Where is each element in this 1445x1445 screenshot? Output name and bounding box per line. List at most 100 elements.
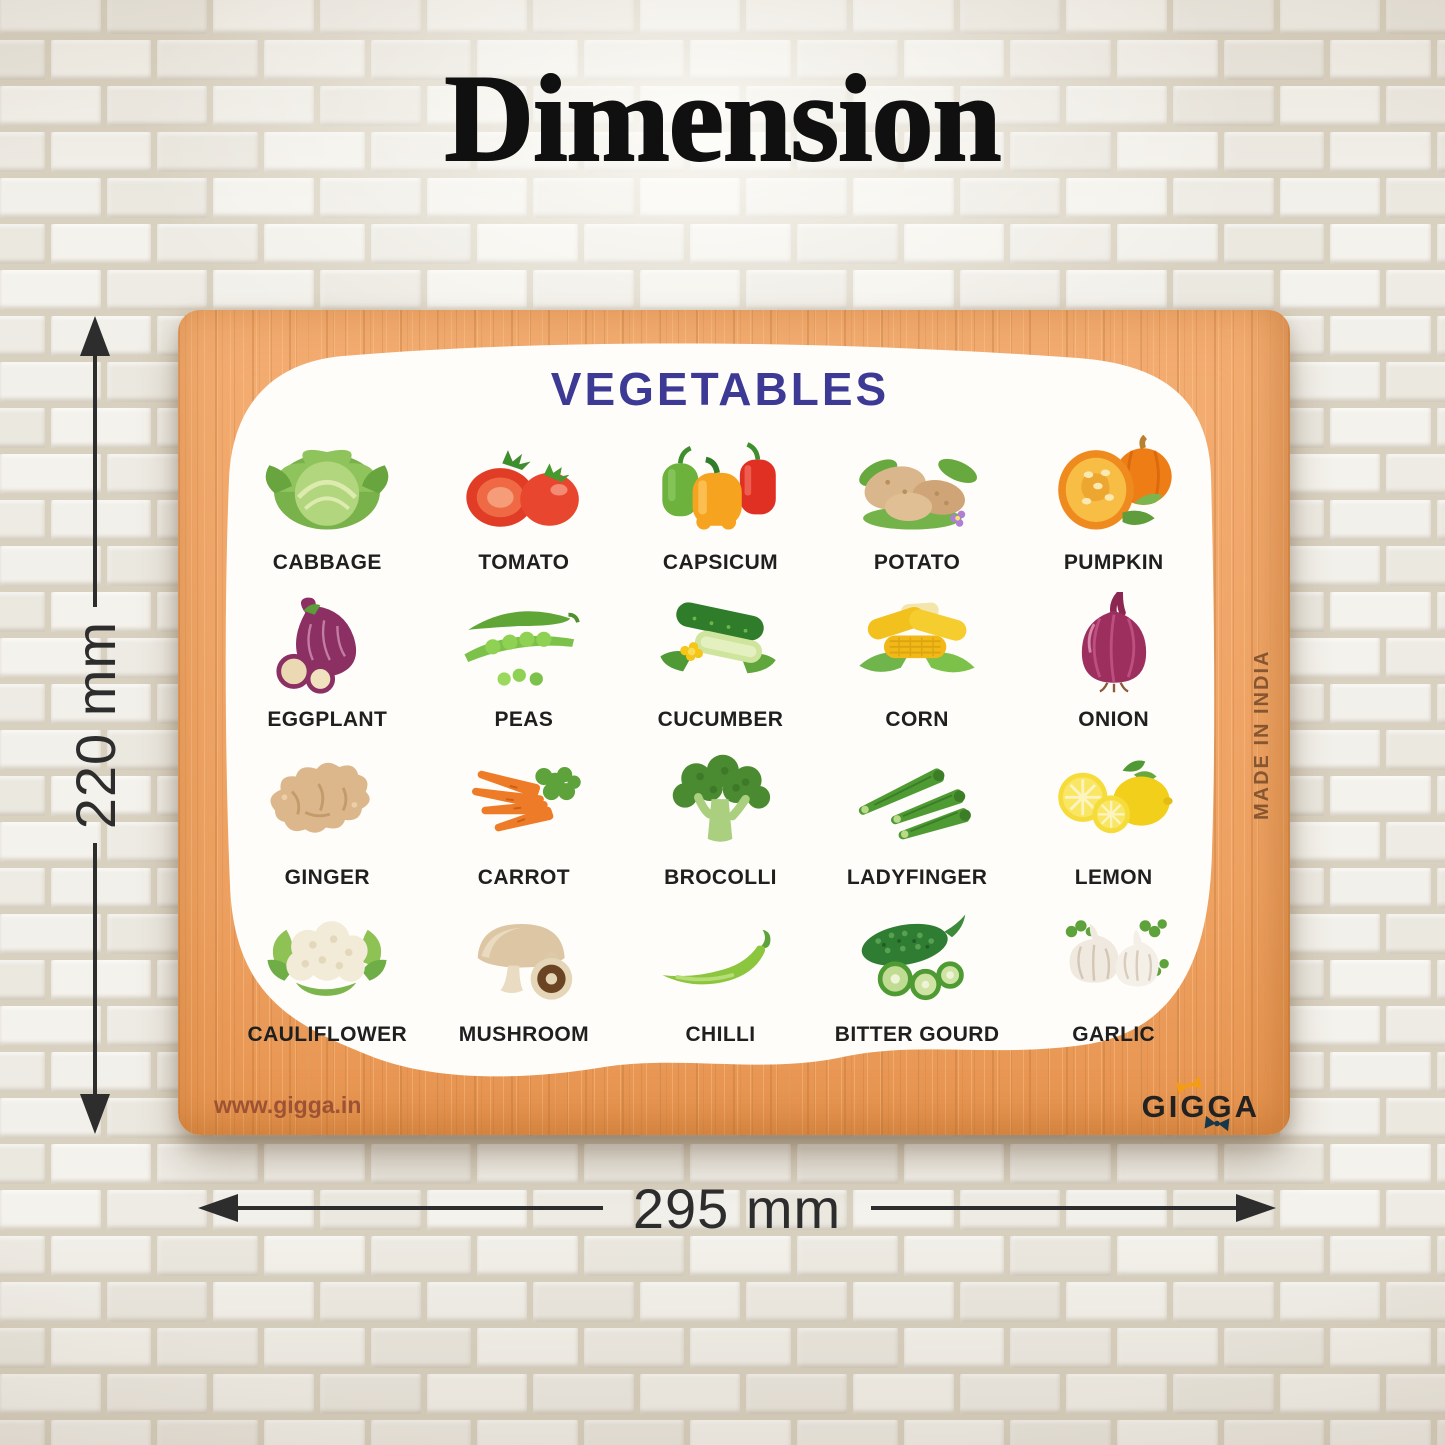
- brick: [1330, 776, 1431, 816]
- page-title: Dimension: [444, 49, 1003, 188]
- garlic-image: [1019, 898, 1208, 1022]
- brick: [106, 1282, 208, 1322]
- tomato-label: TOMATO: [478, 550, 570, 574]
- brick: [1330, 1236, 1431, 1276]
- veg-cell-corn: CORN: [823, 583, 1012, 741]
- brick: [370, 1328, 472, 1368]
- cabbage-image: [233, 425, 422, 549]
- brick-row: [0, 0, 1445, 34]
- brick: [0, 868, 45, 908]
- brick: [1279, 1006, 1381, 1046]
- dimension-line: [238, 1206, 603, 1210]
- poster-white-area: [225, 343, 1215, 1077]
- brick: [583, 1236, 685, 1276]
- brick-row: [0, 270, 1445, 310]
- brick: [263, 224, 365, 264]
- brick: [0, 684, 45, 724]
- mushroom-image: [430, 898, 619, 1022]
- onion-image: [1019, 583, 1208, 707]
- brick: [1436, 1052, 1445, 1092]
- ladyfinger-label: LADYFINGER: [846, 865, 988, 889]
- brick: [746, 0, 847, 34]
- brick: [903, 1328, 1005, 1368]
- brick: [1223, 224, 1325, 264]
- brick: [0, 316, 45, 356]
- veg-cell-mushroom: MUSHROOM: [430, 898, 619, 1056]
- potato-label: POTATO: [873, 550, 961, 574]
- brick: [106, 0, 208, 34]
- brick: [903, 224, 1005, 264]
- brick: [477, 1328, 578, 1368]
- brick: [1279, 0, 1381, 34]
- brocolli-label: BROCOLLI: [664, 865, 777, 889]
- brick: [1279, 730, 1381, 770]
- brick: [690, 1420, 791, 1445]
- dimension-line: [871, 1206, 1237, 1210]
- brick: [1116, 1236, 1218, 1276]
- cauliflower-label: CAULIFLOWER: [247, 1023, 408, 1046]
- brick: [157, 1420, 258, 1445]
- peas-label: PEAS: [494, 708, 554, 731]
- brick: [0, 960, 45, 1000]
- brick: [533, 1374, 634, 1414]
- brick: [106, 270, 208, 310]
- brick: [1436, 960, 1445, 1000]
- brick: [1330, 1328, 1431, 1368]
- brick: [1066, 1374, 1167, 1414]
- brick: [533, 270, 634, 310]
- brick: [1010, 1236, 1111, 1276]
- corn-label: CORN: [885, 708, 949, 731]
- brick: [1279, 1374, 1381, 1414]
- brick: [319, 1374, 421, 1414]
- veg-cell-garlic: GARLIC: [1019, 898, 1208, 1056]
- lemon-image: [1019, 740, 1208, 864]
- veg-cell-pumpkin: PUMPKIN: [1019, 425, 1208, 583]
- brick: [213, 270, 314, 310]
- veg-cell-lemon: LEMON: [1019, 740, 1208, 898]
- brick: [1279, 362, 1381, 402]
- peas-image: [430, 583, 619, 707]
- brick-row: [0, 1328, 1445, 1368]
- brick: [213, 0, 314, 34]
- brick: [797, 1328, 898, 1368]
- brick: [0, 776, 45, 816]
- brick: [853, 270, 954, 310]
- brick-row: [0, 224, 1445, 264]
- brick: [1386, 0, 1445, 34]
- veg-cell-carrot: CARROT: [430, 740, 619, 898]
- cauliflower-image: [233, 898, 422, 1022]
- brick: [370, 1236, 472, 1276]
- brick: [690, 1328, 791, 1368]
- veg-cell-cucumber: CUCUMBER: [626, 583, 815, 741]
- brick: [639, 1282, 741, 1322]
- brick: [0, 1282, 101, 1322]
- brick: [1223, 1328, 1325, 1368]
- veg-cell-ginger: GINGER: [233, 740, 422, 898]
- brick: [1279, 638, 1381, 678]
- brick: [263, 1328, 365, 1368]
- brick: [1436, 776, 1445, 816]
- brick: [1330, 960, 1431, 1000]
- brick: [1436, 408, 1445, 448]
- mushroom-label: MUSHROOM: [458, 1023, 590, 1046]
- brick: [1279, 1190, 1381, 1230]
- brick: [1386, 1282, 1445, 1322]
- brick-row: [0, 1374, 1445, 1414]
- brick: [690, 224, 791, 264]
- arrowhead-left-icon: [198, 1194, 238, 1222]
- brick: [1010, 224, 1111, 264]
- brick: [0, 1328, 45, 1368]
- brick: [213, 1282, 314, 1322]
- brick: [426, 0, 528, 34]
- pumpkin-label: PUMPKIN: [1063, 550, 1164, 574]
- brick: [50, 1236, 152, 1276]
- brick: [1330, 868, 1431, 908]
- brick: [1386, 1374, 1445, 1414]
- brick: [0, 1144, 45, 1184]
- veg-cell-onion: ONION: [1019, 583, 1208, 741]
- bitter-gourd-image: [823, 898, 1012, 1022]
- veg-cell-cauliflower: CAULIFLOWER: [233, 898, 422, 1056]
- brick: [1436, 1236, 1445, 1276]
- website-label: www.gigga.in: [214, 1092, 362, 1118]
- brick: [903, 1236, 1005, 1276]
